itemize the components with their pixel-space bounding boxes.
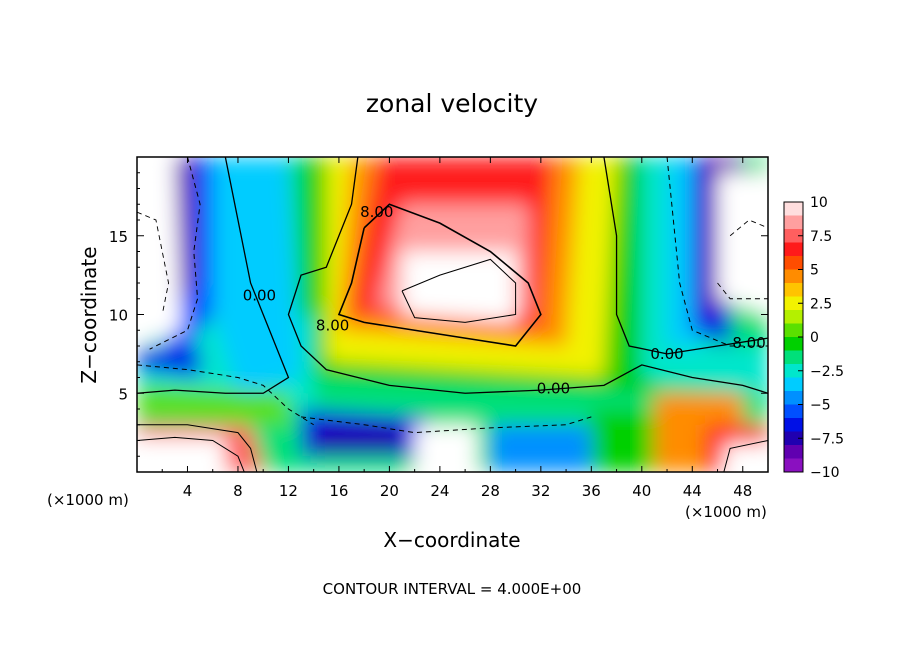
x-tick-label: 40 bbox=[632, 482, 651, 500]
colorbar-swatch bbox=[784, 377, 803, 392]
contour-line bbox=[137, 424, 258, 472]
contour-label: 8.00 bbox=[732, 334, 765, 352]
y-tick-label: 15 bbox=[109, 228, 128, 246]
colorbar-swatch bbox=[784, 296, 803, 311]
x-tick-label: 48 bbox=[733, 482, 752, 500]
heatmap-region bbox=[402, 251, 516, 323]
contour-label: 8.00 bbox=[316, 317, 349, 335]
heatmap-region bbox=[137, 437, 226, 472]
x-tick-label: 24 bbox=[430, 482, 449, 500]
heatmap-region bbox=[137, 157, 182, 346]
contour-line bbox=[300, 416, 592, 434]
colorbar-swatch bbox=[784, 283, 803, 297]
colorbar-swatch bbox=[784, 242, 803, 257]
colorbar-swatch bbox=[784, 269, 803, 284]
heatmap-region bbox=[723, 443, 768, 472]
y-axis-label: Z−coordinate bbox=[77, 246, 101, 383]
colorbar-swatch bbox=[784, 323, 803, 338]
contour-label: 8.00 bbox=[360, 203, 393, 221]
colorbar-tick-label: 10 bbox=[810, 195, 828, 211]
x-axis-label: X−coordinate bbox=[383, 528, 520, 552]
y-tick-label: 10 bbox=[109, 307, 128, 325]
contour-label: 0.00 bbox=[650, 345, 683, 363]
contour-line bbox=[137, 157, 290, 394]
heatmap-region bbox=[414, 424, 478, 472]
contour-label: 0.00 bbox=[243, 287, 276, 305]
x-tick-label: 32 bbox=[531, 482, 550, 500]
heatmap-region bbox=[717, 172, 768, 315]
colorbar-tick-label: 2.5 bbox=[810, 296, 832, 312]
colorbar-swatch bbox=[784, 310, 803, 324]
colorbar-swatch bbox=[784, 202, 803, 216]
x-unit-right: (×1000 m) bbox=[685, 503, 767, 521]
colorbar-swatch bbox=[784, 337, 803, 351]
x-tick-label: 4 bbox=[183, 482, 193, 500]
contour-interval-note: CONTOUR INTERVAL = 4.000E+00 bbox=[323, 580, 582, 598]
x-tick-label: 44 bbox=[683, 482, 702, 500]
colorbar-swatch bbox=[784, 350, 803, 365]
colorbar-tick-label: −2.5 bbox=[810, 364, 844, 380]
heatmap-region bbox=[641, 346, 768, 394]
contour-line bbox=[137, 436, 245, 472]
heatmap-region bbox=[313, 424, 403, 457]
heatmap-region bbox=[137, 385, 289, 425]
heatmap-region bbox=[490, 424, 592, 472]
contour-line bbox=[137, 211, 170, 315]
colorbar-swatch bbox=[784, 418, 803, 432]
colorbar-swatch bbox=[784, 229, 803, 243]
contour-line bbox=[287, 157, 768, 394]
x-tick-label: 16 bbox=[329, 482, 348, 500]
colorbar-swatch bbox=[784, 364, 803, 378]
contour-line bbox=[337, 203, 542, 347]
x-tick-label: 8 bbox=[233, 482, 243, 500]
x-tick-label: 36 bbox=[582, 482, 601, 500]
y-tick-label: 5 bbox=[118, 385, 128, 403]
colorbar-tick-label: −7.5 bbox=[810, 431, 844, 447]
colorbar bbox=[783, 201, 804, 473]
contour-line bbox=[717, 282, 768, 300]
colorbar-tick-label: −10 bbox=[810, 465, 840, 481]
colorbar-swatch bbox=[784, 215, 803, 230]
contour-line bbox=[723, 440, 768, 472]
colorbar-swatch bbox=[784, 458, 803, 473]
heatmap-region bbox=[200, 157, 302, 394]
colorbar-swatch bbox=[784, 404, 803, 419]
x-tick-label: 20 bbox=[380, 482, 399, 500]
colorbar-swatch bbox=[784, 391, 803, 405]
contour-line bbox=[149, 157, 201, 350]
contour-line bbox=[401, 258, 517, 323]
colorbar-swatch bbox=[784, 445, 803, 459]
contour-line bbox=[603, 157, 768, 355]
x-tick-label: 28 bbox=[481, 482, 500, 500]
heatmap-field bbox=[137, 157, 768, 472]
colorbar-tick-label: −5 bbox=[810, 398, 831, 414]
x-unit-left: (×1000 m) bbox=[47, 491, 129, 509]
contour-label: 0.00 bbox=[537, 380, 570, 398]
x-tick-label: 12 bbox=[279, 482, 298, 500]
contour-line bbox=[729, 219, 768, 237]
colorbar-swatch bbox=[784, 256, 803, 270]
colorbar-tick-label: 5 bbox=[810, 263, 819, 279]
colorbar-tick-label: 0 bbox=[810, 330, 819, 346]
colorbar-tick-label: 7.5 bbox=[810, 229, 832, 245]
chart-title: zonal velocity bbox=[366, 89, 538, 118]
colorbar-swatch bbox=[784, 431, 803, 446]
